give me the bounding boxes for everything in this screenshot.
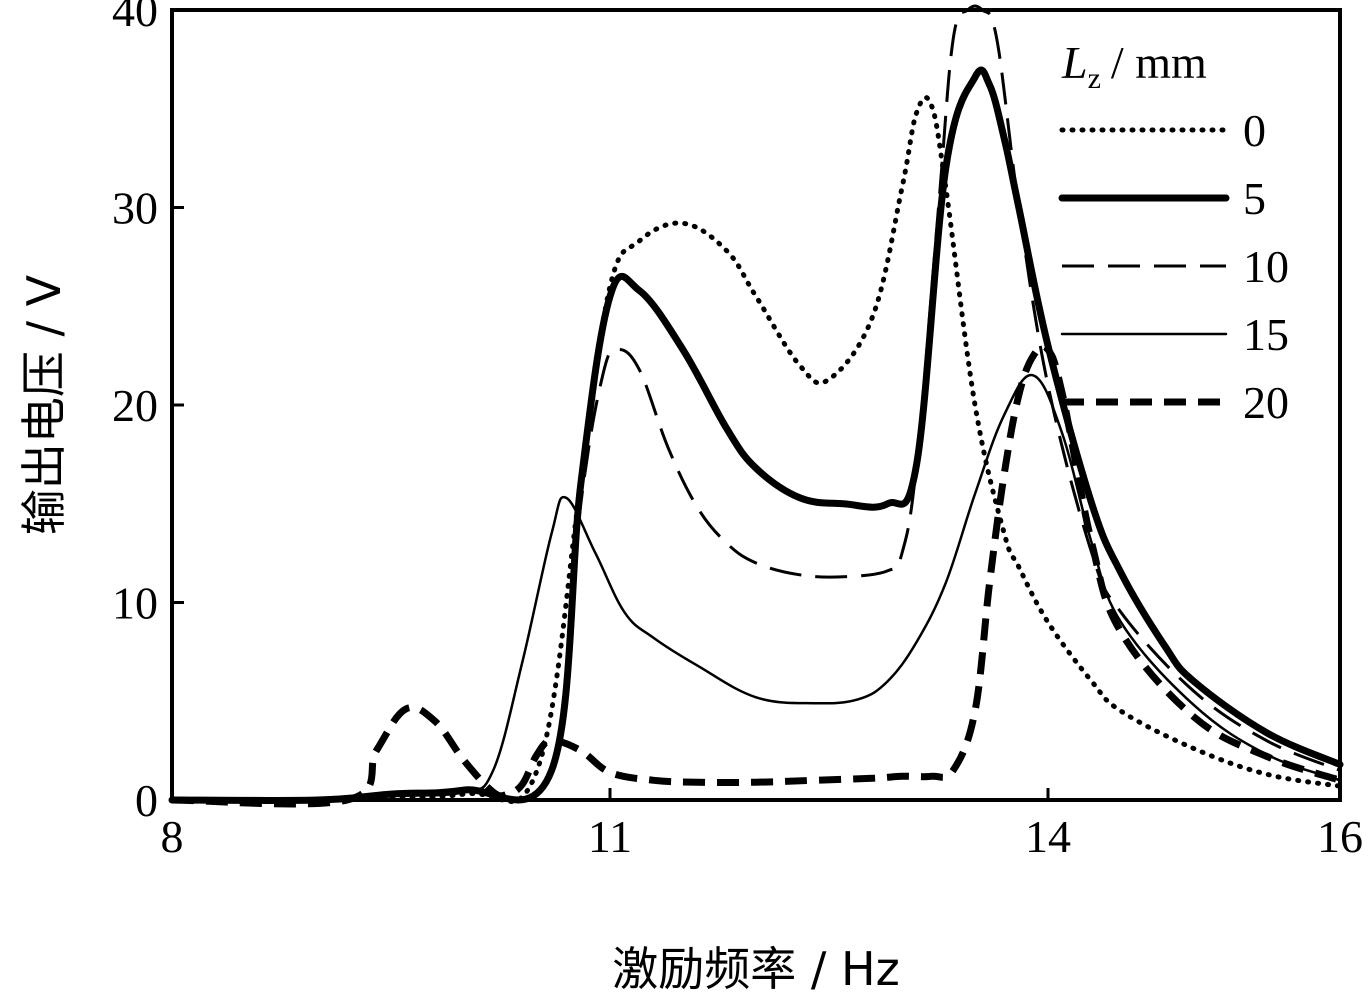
legend-label-20: 20	[1243, 377, 1289, 428]
series-line-10	[171, 4, 1341, 802]
legend: Lz / mm 0 5 10 15 20	[1058, 37, 1289, 428]
legend-title-symbol: L	[1061, 37, 1088, 88]
legend-entries: 0 5 10 15 20	[1058, 105, 1289, 428]
legend-label-5: 5	[1243, 173, 1266, 224]
x-tick-label: 8	[161, 811, 184, 862]
y-tick-label: 40	[112, 0, 158, 36]
legend-title-unit: / mm	[1111, 37, 1207, 88]
series-layer	[168, 4, 1344, 808]
tick-layer: 8 11 14 16 0 10 20 30 40	[112, 0, 1363, 862]
x-tick-label: 16	[1317, 811, 1363, 862]
series-line-15	[170, 373, 1342, 802]
x-tick-label: 14	[1025, 811, 1071, 862]
legend-label-0: 0	[1243, 105, 1266, 156]
x-axis-label: 激励频率 / Hz	[612, 942, 899, 996]
legend-label-15: 15	[1243, 309, 1289, 360]
series-line-5	[168, 66, 1344, 804]
legend-title: Lz / mm	[1061, 37, 1207, 95]
y-tick-label: 0	[135, 775, 158, 826]
legend-label-10: 10	[1243, 241, 1289, 292]
y-axis-label: 输出电压 / V	[17, 274, 71, 535]
legend-title-subscript: z	[1088, 62, 1101, 95]
y-tick-label: 20	[112, 380, 158, 431]
x-tick-label: 11	[588, 811, 632, 862]
series-line-0	[169, 94, 1343, 804]
y-tick-label: 30	[112, 183, 158, 234]
series-line-20	[171, 342, 1342, 808]
y-tick-label: 10	[112, 578, 158, 629]
